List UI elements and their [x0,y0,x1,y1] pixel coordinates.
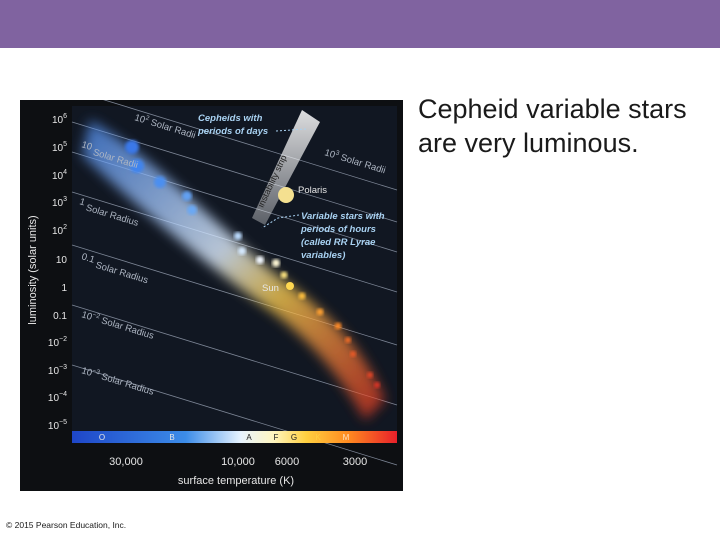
cepheids-annotation: Cepheids with periods of days [197,113,307,137]
y-tick-1e2: 102 [52,224,67,237]
y-axis-label: luminosity (solar units) [27,215,39,324]
y-tick-1e-5: 10−5 [48,419,67,432]
y-tick-1e4: 104 [52,169,67,182]
hr-diagram-figure: 103 Solar Radii 102 Solar Radii 10 Solar… [20,100,403,491]
spectral-class-m: M [343,433,350,442]
x-tick-6000: 6000 [275,456,299,468]
spectral-class-k: K [315,433,321,442]
cepheids-label-line-2: periods of days [197,126,268,137]
stars [125,140,380,388]
rr-lyrae-line-1: Variable stars with [301,211,385,222]
x-tick-3000: 3000 [343,456,367,468]
x-axis-ticks: 30,000 10,000 6000 3000 [109,456,367,468]
x-tick-30000: 30,000 [109,456,143,468]
slide-caption: Cepheid variable stars are very luminous… [418,94,687,158]
rr-lyrae-line-4: variables) [301,250,345,261]
y-tick-1e-3: 10−3 [48,364,67,377]
hr-diagram-svg: 103 Solar Radii 102 Solar Radii 10 Solar… [27,100,398,487]
x-tick-10000: 10,000 [221,456,255,468]
y-tick-1e-4: 10−4 [48,391,67,404]
polaris-star [278,187,294,203]
y-tick-1e-2: 10−2 [48,336,67,349]
sun-label: Sun [262,283,279,294]
y-tick-1e3: 103 [52,196,67,209]
spectral-class-f: F [274,433,279,442]
main-sequence-band [82,120,385,420]
spectral-class-g: G [291,433,297,442]
spectral-class-bar [72,431,397,443]
polaris-label: Polaris [298,185,327,196]
spectral-class-b: B [169,433,174,442]
y-tick-1: 1 [61,283,67,294]
y-tick-10: 10 [56,255,68,266]
spectral-class-labels: O B A F G K M [99,433,350,442]
y-tick-1e6: 106 [52,113,67,126]
top-band [0,0,720,48]
copyright-notice: © 2015 Pearson Education, Inc. [6,520,127,530]
y-tick-0-1: 0.1 [53,311,67,322]
instability-strip [252,110,320,225]
rr-lyrae-line-3: (called RR Lyrae [301,237,376,248]
spectral-class-o: O [99,433,105,442]
rr-lyrae-annotation: Variable stars with periods of hours (ca… [261,211,385,261]
y-axis-ticks: 106 105 104 103 102 10 1 0.1 10−2 10−3 1… [48,113,68,432]
y-tick-1e5: 105 [52,141,67,154]
rr-lyrae-line-2: periods of hours [300,224,376,235]
x-axis-label: surface temperature (K) [178,475,294,487]
sun-star [286,282,294,290]
spectral-class-a: A [246,433,252,442]
cepheids-label-line-1: Cepheids with [198,113,263,124]
